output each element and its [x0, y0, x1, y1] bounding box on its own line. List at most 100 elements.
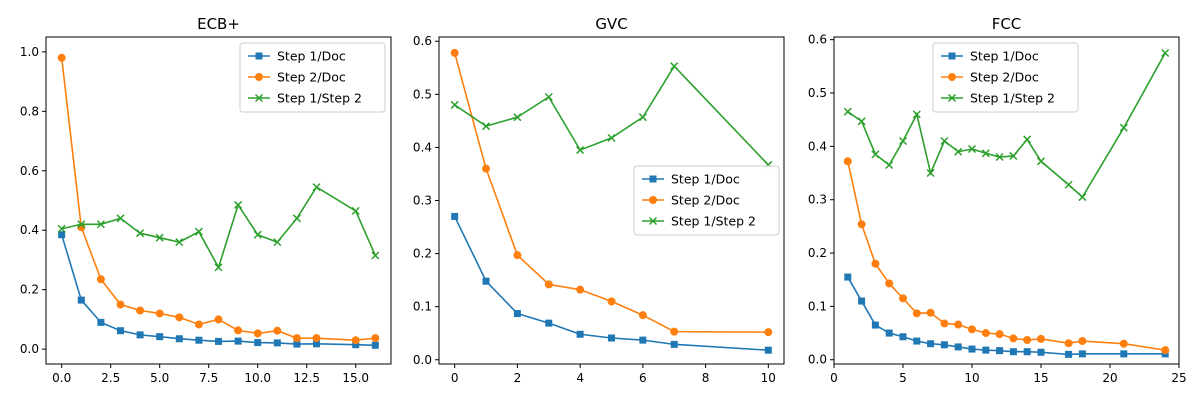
legend-frame [633, 165, 780, 236]
data-point [608, 334, 615, 342]
x-tick-label: 10 [964, 371, 979, 385]
data-point-stroke-b [926, 168, 935, 178]
data-point [1078, 193, 1087, 202]
data-point [926, 168, 935, 178]
data-point [954, 320, 963, 329]
data-point [967, 144, 977, 154]
legend-label: Step 1/Step 2 [671, 214, 756, 229]
data-point [234, 337, 242, 345]
data-point [482, 122, 491, 131]
x-tick-label: 0.0 [52, 371, 71, 385]
legend: Step 1/Doc Step 2/Doc Step 1/Step 2 [932, 42, 1079, 113]
data-point [857, 117, 866, 126]
axes-frame [833, 36, 1180, 365]
y-tick-label: 0.6 [20, 164, 39, 178]
data-point-stroke-b [885, 160, 894, 170]
x-tick-label: 12.5 [293, 371, 320, 385]
data-point [175, 313, 184, 322]
chart-title: ECB+ [197, 15, 240, 33]
x-tick-label: 5.0 [150, 371, 169, 385]
legend-entry: Step 1/Doc [642, 172, 740, 187]
data-point-stroke-b [273, 238, 282, 247]
legend-marker-stroke-b [947, 93, 957, 103]
data-point [899, 333, 907, 341]
series-line [60, 234, 376, 347]
x-tick-label: 15 [1033, 371, 1048, 385]
series-step-2-doc [843, 157, 1170, 355]
legend-entry: Step 1/Doc [941, 49, 1039, 64]
x-tick-label: 10 [761, 371, 776, 385]
data-point [912, 309, 921, 318]
data-point [843, 157, 852, 166]
data-point [234, 200, 243, 209]
y-tick-label: 0.1 [413, 300, 432, 314]
data-point [371, 341, 379, 349]
data-point [764, 328, 773, 337]
data-point-stroke-b [116, 214, 125, 223]
data-point [764, 346, 772, 354]
data-point [1161, 48, 1170, 58]
legend-entry: Step 1/Step 2 [248, 91, 362, 106]
data-point-stroke-b [898, 136, 908, 146]
data-point-stroke-b [513, 113, 522, 122]
data-point-stroke-b [995, 152, 1004, 162]
data-point [544, 92, 553, 102]
y-tick-label: 0.0 [413, 353, 432, 367]
legend-marker [254, 93, 264, 103]
data-point [670, 62, 679, 71]
data-point [215, 337, 222, 345]
data-point-stroke-b [670, 62, 679, 71]
data-point [253, 329, 262, 338]
data-point [1023, 135, 1032, 144]
panel-ecb: ECB+ 0.0 2.5 5.0 7.5 10.0 12.5 15.0 0.0 0.2 0.4 0.6… [20, 15, 392, 385]
data-point-stroke-b [912, 110, 921, 119]
series-step-1-step-2 [843, 48, 1170, 202]
data-point-stroke-b [1161, 48, 1170, 58]
data-point [954, 343, 962, 351]
data-point-stroke-b [482, 122, 491, 131]
data-point-stroke-b [576, 146, 585, 155]
data-point [576, 285, 585, 294]
data-point-stroke-b [351, 206, 360, 215]
data-point [195, 336, 203, 344]
y-tick-label: 0.4 [413, 140, 432, 154]
data-point [292, 334, 301, 343]
data-point [292, 214, 301, 223]
panel-fcc: FCC 0 5 10 15 20 25 0.0 0.1 0.2 0.3 0.4 0.5 0.6 Step 1… [808, 15, 1187, 385]
series-step-2-doc [57, 53, 380, 345]
data-point [371, 334, 380, 343]
data-point-stroke-b [371, 251, 380, 260]
data-point [576, 330, 584, 338]
data-point [1078, 350, 1086, 358]
data-point [1036, 157, 1046, 166]
y-tick-label: 0.6 [413, 34, 432, 48]
data-point [639, 336, 647, 344]
data-point [253, 230, 262, 239]
data-point [293, 340, 301, 348]
data-point [194, 320, 203, 329]
y-tick-label: 0.8 [20, 104, 39, 118]
data-point [351, 206, 360, 215]
data-point-stroke-b [1064, 180, 1073, 189]
data-point [77, 296, 85, 304]
data-point [1009, 348, 1017, 356]
data-point [451, 212, 459, 220]
data-point [116, 214, 125, 223]
data-point [57, 224, 66, 233]
data-point-stroke-b [96, 220, 105, 229]
series-line [453, 216, 769, 351]
legend-marker [649, 175, 657, 183]
series-step-1-step-2 [450, 62, 773, 169]
data-point [513, 251, 522, 260]
data-point [1023, 348, 1031, 356]
series-step-1-step-2 [57, 183, 380, 272]
legend-marker [648, 216, 658, 226]
data-point-stroke-b [954, 147, 963, 156]
data-point [871, 259, 880, 268]
data-point [1064, 180, 1073, 189]
data-point [214, 315, 223, 324]
data-point-stroke-b [607, 133, 616, 142]
data-point [1009, 334, 1018, 343]
legend: Step 1/Doc Step 2/Doc Step 1/Step 2 [239, 42, 386, 113]
